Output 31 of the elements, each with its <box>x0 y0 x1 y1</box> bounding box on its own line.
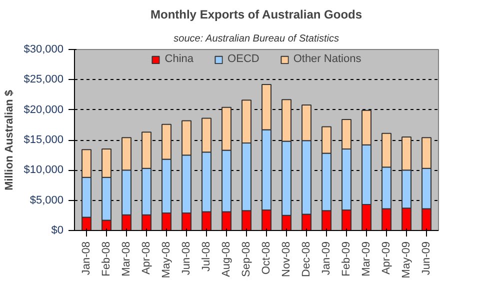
x-tick-label: Feb-09 <box>340 241 352 276</box>
x-tick-label: Mar-08 <box>120 242 132 276</box>
x-tick-label: Jan-08 <box>80 241 92 276</box>
x-tick-label: Feb-08 <box>100 241 112 276</box>
x-tick-label: Aug-08 <box>220 241 232 277</box>
legend-label: China <box>164 53 194 65</box>
x-tick-label: May-08 <box>160 241 172 278</box>
y-tick-label: $25,000 <box>24 74 64 86</box>
x-tick-label: Jun-09 <box>420 241 432 276</box>
x-tick-label: Jul-08 <box>200 241 212 272</box>
x-tick-label: Mar-09 <box>360 242 372 276</box>
x-tick-label: Apr-09 <box>380 241 392 275</box>
y-tick-label: $30,000 <box>24 44 64 56</box>
legend-label: Other Nations <box>293 53 362 65</box>
y-tick-label: $0 <box>51 224 64 236</box>
x-tick-label: Oct-08 <box>260 241 272 275</box>
y-tick-label: $5,000 <box>30 194 64 206</box>
y-axis-title: Million Australian $ <box>4 90 16 190</box>
y-tick-label: $10,000 <box>24 164 64 176</box>
x-tick-label: Nov-08 <box>280 241 292 277</box>
x-tick-label: Sep-08 <box>240 241 252 277</box>
y-tick-label: $15,000 <box>24 134 64 146</box>
chart-subtitle: souce: Australian Bureau of Statistics <box>174 34 339 44</box>
x-tick-label: Jan-09 <box>320 241 332 276</box>
y-tick-label: $20,000 <box>24 104 64 116</box>
x-tick-label: May-09 <box>400 241 412 278</box>
chart-title: Monthly Exports of Australian Goods <box>150 8 362 22</box>
x-tick-label: Apr-08 <box>140 241 152 275</box>
legend-label: OECD <box>228 53 260 65</box>
x-tick-label: Dec-08 <box>300 241 312 277</box>
x-tick-label: Jun-08 <box>180 241 192 276</box>
